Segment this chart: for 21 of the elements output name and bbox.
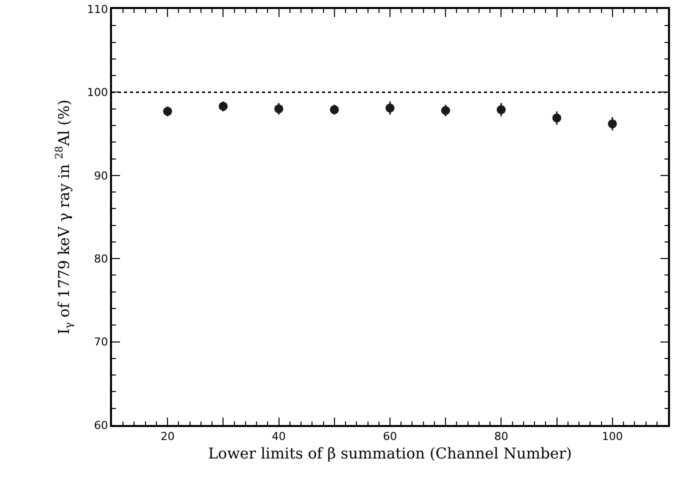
y-tick-label: 100 — [87, 86, 108, 100]
point — [441, 106, 450, 115]
y-tick-label: 60 — [94, 418, 108, 432]
point — [330, 105, 339, 114]
x-tick-label: 40 — [272, 430, 286, 443]
y-tick-label: 110 — [87, 2, 108, 16]
point — [386, 104, 394, 113]
point — [163, 106, 172, 116]
y-tick-label: 70 — [94, 336, 108, 349]
y-tick-label: 90 — [94, 169, 108, 182]
x-axis-title: Lower limits of β summation (Channel Number) — [208, 444, 572, 462]
point — [496, 105, 506, 114]
x-tick-label: 60 — [383, 430, 397, 443]
y-tick-label: 80 — [94, 252, 108, 266]
x-tick-label: 20 — [160, 430, 175, 443]
point — [274, 104, 284, 114]
point — [552, 113, 562, 122]
point — [608, 119, 617, 128]
point — [218, 102, 228, 111]
x-tick-label: 100 — [602, 430, 623, 443]
x-tick-label: 80 — [494, 430, 508, 443]
